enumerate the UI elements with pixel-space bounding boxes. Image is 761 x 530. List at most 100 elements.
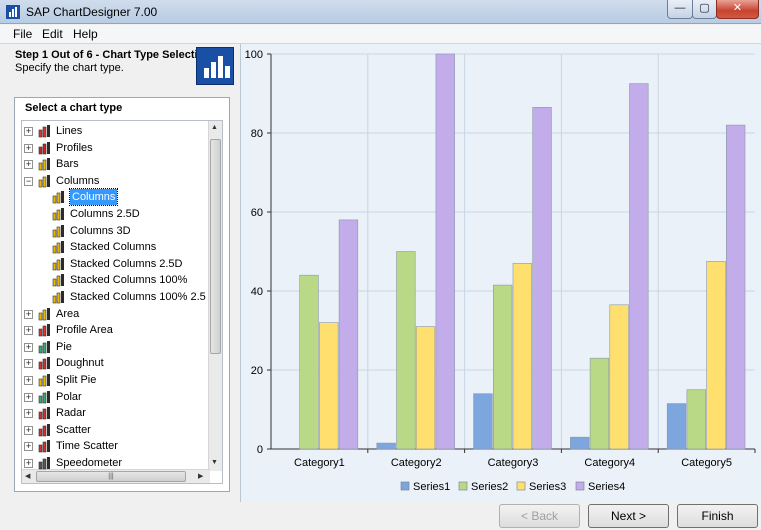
hscroll-thumb[interactable]: ||| bbox=[36, 471, 186, 482]
expand-icon[interactable]: + bbox=[24, 391, 33, 402]
polar-chart-icon bbox=[38, 390, 52, 404]
bar bbox=[473, 393, 493, 450]
y-tick-label: 40 bbox=[251, 286, 263, 298]
maximize-button[interactable]: ▢ bbox=[692, 0, 717, 19]
time-scatter-chart-icon bbox=[38, 439, 52, 453]
bar bbox=[706, 261, 726, 450]
doughnut-chart-icon bbox=[38, 356, 52, 370]
scroll-left-icon[interactable]: ◀ bbox=[25, 473, 31, 480]
y-tick-label: 60 bbox=[251, 207, 263, 219]
bar bbox=[629, 83, 649, 450]
scatter-chart-icon bbox=[38, 423, 52, 437]
expand-icon[interactable]: + bbox=[24, 126, 33, 136]
tree-item-label: Area bbox=[56, 307, 80, 320]
legend-swatch bbox=[575, 481, 585, 491]
x-tick-label: Category5 bbox=[681, 457, 732, 469]
tree-item-label: Columns 3D bbox=[70, 224, 131, 237]
y-tick-label: 20 bbox=[251, 365, 263, 377]
close-button[interactable]: ✕ bbox=[716, 0, 759, 19]
expand-icon[interactable]: + bbox=[24, 358, 33, 369]
scroll-down-icon[interactable]: ▼ bbox=[211, 459, 218, 466]
bar bbox=[666, 403, 687, 450]
scroll-up-icon[interactable]: ▲ bbox=[211, 124, 218, 131]
y-tick-label: 80 bbox=[251, 128, 263, 140]
tree-item-label: Lines bbox=[56, 125, 83, 137]
chart-type-tree[interactable]: ▲ ▼ ◀ ||| ▶ + Lines + Profiles + Bars − Columns… bbox=[21, 120, 223, 484]
tree-item-label: Stacked Columns 100% bbox=[70, 274, 188, 287]
x-tick-label: Category3 bbox=[488, 457, 539, 469]
tree-item-label: Speedometer bbox=[56, 457, 123, 469]
bar bbox=[532, 107, 552, 450]
chart-wizard-icon bbox=[196, 47, 234, 85]
tree-item-label: Stacked Columns 100% 2.5 bbox=[70, 291, 206, 303]
tree-vertical-scrollbar[interactable]: ▲ ▼ bbox=[208, 121, 222, 471]
back-button[interactable]: < Back bbox=[499, 504, 580, 528]
bar bbox=[512, 263, 533, 450]
tree-item-label: Columns bbox=[68, 188, 119, 207]
bar bbox=[725, 124, 746, 450]
next-button[interactable]: Next > bbox=[588, 504, 669, 528]
step-title: Step 1 Out of 6 - Chart Type Selection bbox=[15, 49, 211, 61]
y-tick-label: 100 bbox=[245, 49, 263, 61]
lines-chart-icon bbox=[38, 124, 52, 138]
bar bbox=[435, 53, 455, 450]
window-title: SAP ChartDesigner 7.00 bbox=[26, 5, 158, 19]
tree-item-label: Radar bbox=[56, 407, 86, 420]
scroll-thumb[interactable] bbox=[210, 139, 221, 354]
collapse-icon[interactable]: − bbox=[24, 175, 33, 186]
expand-icon[interactable]: + bbox=[24, 441, 33, 452]
bar bbox=[299, 274, 319, 450]
tree-item-label: Stacked Columns 2.5D bbox=[70, 257, 183, 270]
area-chart-icon bbox=[38, 307, 52, 321]
tree-item-label: Doughnut bbox=[56, 357, 104, 370]
legend-label: Series3 bbox=[529, 481, 566, 493]
columns-chart-icon bbox=[52, 273, 66, 287]
expand-icon[interactable]: + bbox=[24, 308, 33, 319]
legend-swatch bbox=[400, 481, 410, 491]
chart-type-label: Select a chart type bbox=[25, 102, 123, 114]
finish-button[interactable]: Finish bbox=[677, 504, 758, 528]
bar bbox=[415, 326, 436, 450]
tree-item-label: Columns 2.5D bbox=[70, 208, 140, 220]
tree-item-label: Bars bbox=[56, 158, 79, 171]
scroll-right-icon[interactable]: ▶ bbox=[198, 473, 204, 480]
expand-icon[interactable]: + bbox=[24, 341, 33, 352]
columns-chart-icon bbox=[52, 290, 66, 304]
column-chart: 0 20 40 60 80 100 Category1 Category2 Category3 C… bbox=[245, 49, 756, 493]
columns-chart-icon bbox=[52, 190, 66, 204]
menu-help[interactable]: Help bbox=[73, 27, 98, 41]
columns-chart-icon bbox=[38, 174, 52, 188]
columns-chart-icon bbox=[52, 257, 66, 271]
tree-item-label: Time Scatter bbox=[56, 440, 118, 453]
expand-icon[interactable]: + bbox=[24, 375, 33, 385]
tree-item-label: Polar bbox=[56, 390, 82, 403]
tree-horizontal-scrollbar[interactable]: ◀ ||| ▶ bbox=[22, 469, 210, 483]
tree-item-label: Profiles bbox=[56, 141, 93, 154]
bars-chart-icon bbox=[38, 157, 52, 171]
menu-file[interactable]: File bbox=[13, 27, 33, 41]
legend-swatch bbox=[516, 481, 526, 491]
legend-label: Series1 bbox=[413, 481, 450, 493]
speedometer-chart-icon bbox=[38, 456, 52, 470]
expand-icon[interactable]: + bbox=[24, 159, 33, 170]
expand-icon[interactable]: + bbox=[24, 424, 33, 435]
legend-label: Series4 bbox=[588, 481, 625, 493]
y-tick-label: 0 bbox=[257, 444, 263, 456]
tree-item-label: Pie bbox=[56, 340, 72, 353]
minimize-button[interactable]: — bbox=[667, 0, 693, 19]
bar bbox=[686, 389, 706, 450]
pie-chart-icon bbox=[38, 340, 52, 354]
profile-area-chart-icon bbox=[38, 323, 52, 337]
expand-icon[interactable]: + bbox=[24, 142, 33, 153]
expand-icon[interactable]: + bbox=[24, 458, 33, 468]
menu-bar: File Edit Help bbox=[0, 25, 761, 44]
app-icon bbox=[6, 5, 20, 19]
bar bbox=[609, 304, 629, 450]
menu-edit[interactable]: Edit bbox=[42, 27, 63, 41]
expand-icon[interactable]: + bbox=[24, 325, 33, 336]
title-bar: SAP ChartDesigner 7.00 — ▢ ✕ bbox=[0, 0, 761, 24]
columns-chart-icon bbox=[52, 224, 66, 238]
split-pie-chart-icon bbox=[38, 373, 52, 387]
expand-icon[interactable]: + bbox=[24, 408, 33, 419]
columns-chart-icon bbox=[52, 207, 66, 221]
